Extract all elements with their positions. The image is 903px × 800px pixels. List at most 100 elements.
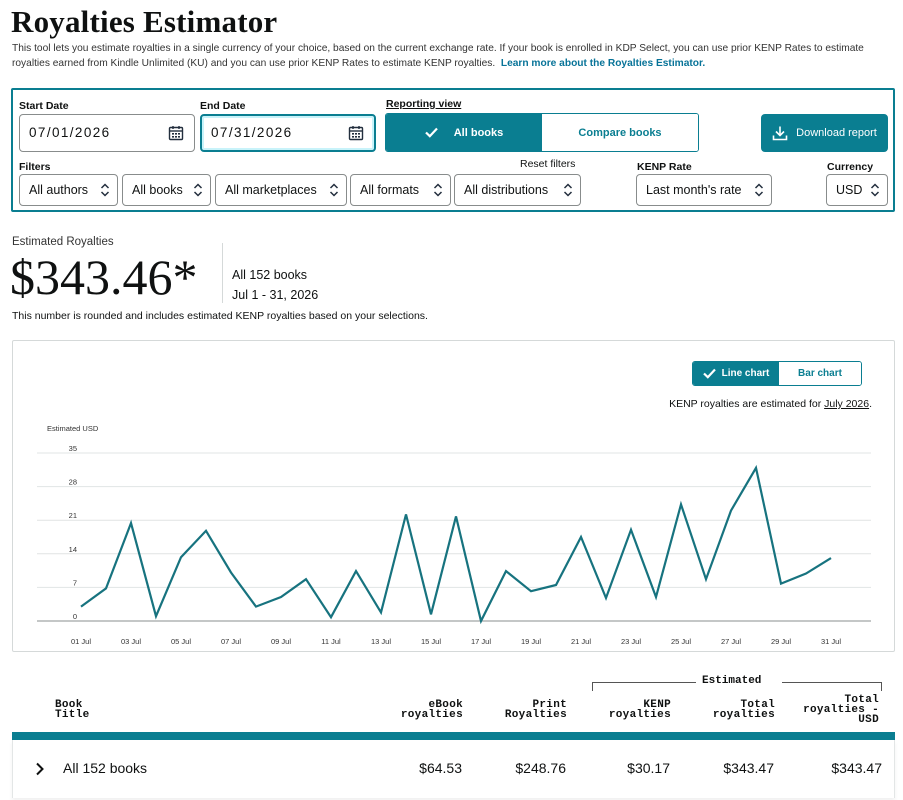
- estimated-group-label: Estimated: [702, 675, 762, 687]
- x-tick-label: 19 Jul: [521, 637, 541, 646]
- books-filter-value: All books: [132, 183, 183, 197]
- x-tick-label: 29 Jul: [771, 637, 791, 646]
- col-kenp-line1: KENP: [643, 699, 671, 711]
- x-tick-label: 21 Jul: [571, 637, 591, 646]
- table-row[interactable]: All 152 books $64.53 $248.76 $30.17 $343…: [12, 740, 895, 798]
- x-tick-label: 11 Jul: [321, 637, 341, 646]
- x-tick-label: 27 Jul: [721, 637, 741, 646]
- series-line: [80, 464, 832, 625]
- col-kenp-royalties: KENP royalties: [608, 699, 671, 721]
- kenp-note-suffix: .: [869, 398, 872, 410]
- y-tick-label: 21: [69, 511, 77, 520]
- distributions-filter-value: All distributions: [464, 183, 549, 197]
- x-tick-label: 01 Jul: [71, 637, 91, 646]
- chart-card: Line chart Bar chart KENP royalties are …: [12, 340, 895, 652]
- col-print-royalties: Print Royalties: [504, 699, 567, 721]
- chart-type-toggle: Line chart Bar chart: [692, 361, 862, 386]
- estimated-royalties-amount: $343.46*: [10, 249, 198, 305]
- estimated-royalties-label: Estimated Royalties: [12, 236, 114, 248]
- estimated-bracket-left: [592, 682, 696, 691]
- formats-filter-value: All formats: [360, 183, 420, 197]
- kenp-rate-value: Last month's rate: [646, 183, 742, 197]
- summary-date-range: Jul 1 - 31, 2026: [232, 288, 319, 302]
- view-all-books-label: All books: [453, 126, 504, 139]
- learn-more-link[interactable]: Learn more about the Royalties Estimator…: [500, 58, 706, 69]
- col-book-title-line1: Book: [55, 699, 83, 711]
- x-tick-label: 09 Jul: [271, 637, 291, 646]
- currency-select[interactable]: USD: [826, 174, 888, 206]
- col-total-royalties-usd: Total royalties - USD: [803, 694, 879, 726]
- currency-label: Currency: [827, 161, 874, 173]
- summary-scope: All 152 books: [232, 268, 308, 282]
- formats-filter-select[interactable]: All formats: [350, 174, 451, 206]
- start-date-input[interactable]: 07/01/2026: [19, 114, 195, 152]
- up-down-chevron-icon: [563, 183, 573, 197]
- y-tick-label: 35: [69, 444, 77, 453]
- line-chart-label: Line chart: [721, 368, 770, 379]
- col-total-line1: Total: [740, 699, 775, 711]
- download-report-label: Download report: [796, 127, 877, 139]
- up-down-chevron-icon: [329, 183, 339, 197]
- kenp-estimate-note: KENP royalties are estimated for July 20…: [669, 398, 872, 410]
- distributions-filter-select[interactable]: All distributions: [454, 174, 581, 206]
- bar-chart-button[interactable]: Bar chart: [779, 362, 861, 385]
- calendar-icon[interactable]: [348, 125, 364, 141]
- x-tick-label: 25 Jul: [671, 637, 691, 646]
- kenp-note-prefix: KENP royalties are estimated for: [669, 398, 825, 410]
- reset-filters-link[interactable]: Reset filters: [520, 158, 576, 170]
- reporting-view-label: Reporting view: [386, 98, 462, 110]
- authors-filter-select[interactable]: All authors: [19, 174, 118, 206]
- table-header-bar: [12, 732, 895, 740]
- description-text: This tool lets you estimate royalties in…: [12, 43, 864, 69]
- rounding-note: This number is rounded and includes esti…: [12, 310, 428, 322]
- col-print-line1: Print: [532, 699, 567, 711]
- filters-label: Filters: [19, 161, 51, 173]
- kenp-rate-label: KENP Rate: [637, 161, 692, 173]
- x-tick-label: 07 Jul: [221, 637, 241, 646]
- currency-value: USD: [836, 183, 863, 197]
- end-date-input[interactable]: 07/31/2026: [200, 114, 376, 152]
- row-total-royalties: $343.47: [723, 760, 774, 776]
- authors-filter-value: All authors: [29, 183, 89, 197]
- page-title: Royalties Estimator: [11, 4, 278, 39]
- check-icon: [424, 127, 438, 138]
- divider: [222, 243, 223, 303]
- calendar-icon[interactable]: [168, 125, 184, 141]
- col-total-usd-line3: USD: [858, 714, 879, 726]
- download-icon: [772, 126, 788, 141]
- view-compare-books-button[interactable]: Compare books: [542, 114, 698, 151]
- col-kenp-line2: royalties: [608, 709, 671, 721]
- up-down-chevron-icon: [433, 183, 443, 197]
- marketplaces-filter-select[interactable]: All marketplaces: [215, 174, 347, 206]
- col-total-usd-line2: royalties -: [803, 704, 879, 716]
- check-icon: [702, 368, 716, 379]
- col-total-usd-line1: Total: [844, 694, 879, 706]
- books-filter-select[interactable]: All books: [122, 174, 211, 206]
- x-tick-label: 31 Jul: [821, 637, 841, 646]
- chevron-right-icon[interactable]: [35, 762, 45, 776]
- up-down-chevron-icon: [100, 183, 110, 197]
- x-tick-label: 13 Jul: [371, 637, 391, 646]
- download-report-button[interactable]: Download report: [761, 114, 888, 152]
- view-all-books-button[interactable]: All books: [386, 114, 542, 151]
- x-tick-label: 05 Jul: [171, 637, 191, 646]
- up-down-chevron-icon: [193, 183, 203, 197]
- col-ebook-royalties: eBook royalties: [401, 699, 463, 721]
- controls-panel: Start Date 07/01/2026 End Date 07/31/202…: [11, 88, 895, 212]
- reporting-view-toggle: All books Compare books: [385, 113, 699, 152]
- x-tick-label: 23 Jul: [621, 637, 641, 646]
- col-total-royalties: Total royalties: [713, 699, 775, 721]
- table-header: Estimated Book Title eBook royalties Pri…: [12, 670, 895, 732]
- x-tick-label: 15 Jul: [421, 637, 441, 646]
- y-tick-label: 0: [73, 612, 77, 621]
- line-chart-button[interactable]: Line chart: [693, 362, 779, 385]
- end-date-label: End Date: [200, 100, 246, 112]
- kenp-note-month-link[interactable]: July 2026: [824, 398, 870, 410]
- col-ebook-line1: eBook: [428, 699, 463, 711]
- kenp-rate-select[interactable]: Last month's rate: [636, 174, 772, 206]
- row-ebook-royalties: $64.53: [419, 760, 462, 776]
- row-kenp-royalties: $30.17: [627, 760, 670, 776]
- up-down-chevron-icon: [870, 183, 880, 197]
- col-print-line2: Royalties: [504, 709, 567, 721]
- royalties-line-chart: Estimated USD 0 7 14 21 28 35 01 Jul 03 Jul 05 Ju…: [37, 424, 871, 646]
